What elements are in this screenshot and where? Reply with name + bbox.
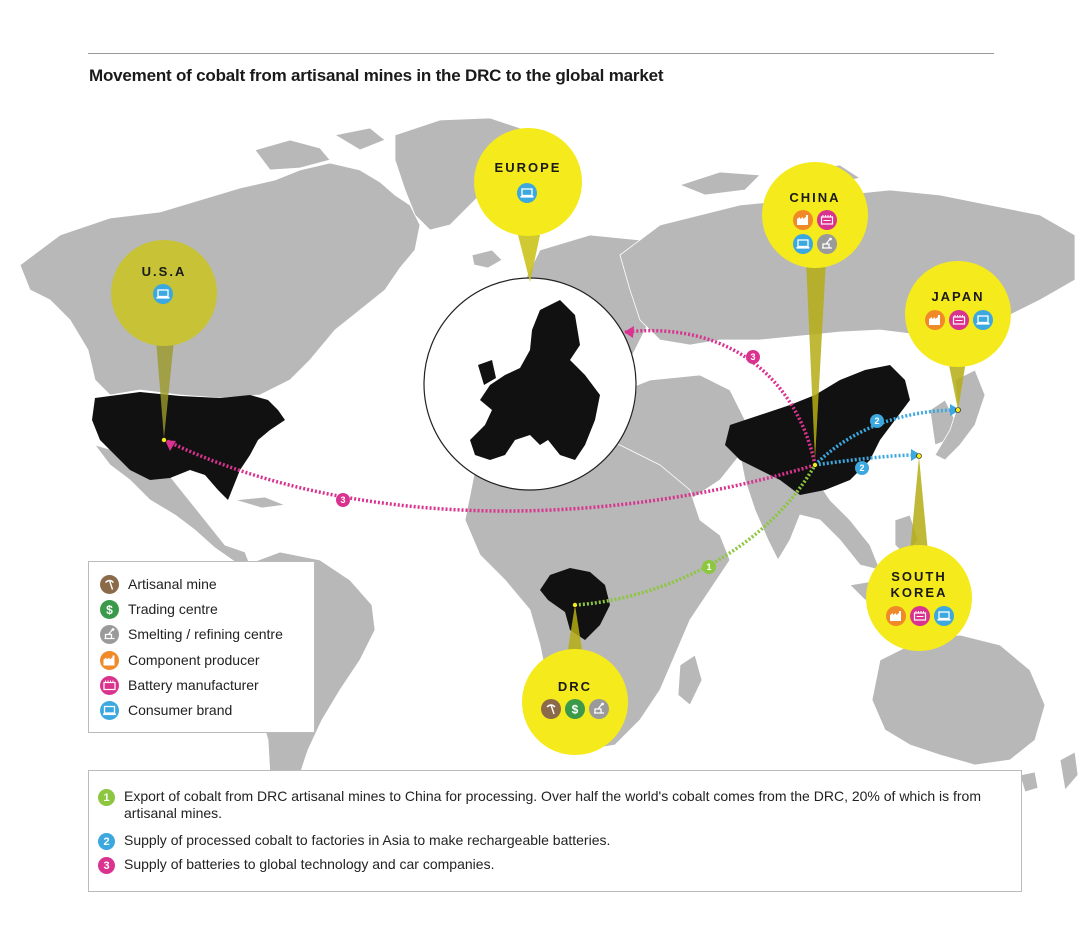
smelter-icon bbox=[100, 624, 119, 644]
europe-label: EUROPE bbox=[495, 160, 562, 175]
top-rule bbox=[88, 53, 994, 54]
legend-item-component-producer: Component producer bbox=[100, 650, 260, 670]
notes-panel: 1 Export of cobalt from DRC artisanal mi… bbox=[88, 770, 1022, 892]
legend-item-artisanal-mine: Artisanal mine bbox=[100, 574, 217, 594]
route-arrowheads bbox=[165, 326, 960, 461]
north-america-north bbox=[19, 162, 421, 399]
legend-item-trading-centre: $ Trading centre bbox=[100, 599, 218, 619]
note-2-text: Supply of processed cobalt to factories … bbox=[124, 832, 611, 848]
svg-text:$: $ bbox=[106, 603, 113, 617]
legend-item-battery-manufacturer: Battery manufacturer bbox=[100, 675, 259, 695]
battery-icon bbox=[100, 675, 119, 695]
bubble-japan: JAPAN bbox=[905, 261, 1011, 410]
australia bbox=[871, 634, 1046, 766]
note-1: 1 Export of cobalt from DRC artisanal mi… bbox=[98, 788, 1014, 822]
note-1-number: 1 bbox=[98, 789, 115, 806]
callout-bubbles: EUROPE U.S.A CHINA JAPAN bbox=[111, 128, 1011, 755]
note-2: 2 Supply of processed cobalt to factorie… bbox=[98, 832, 1014, 850]
svg-text:2: 2 bbox=[874, 416, 879, 426]
route-2a bbox=[813, 408, 958, 467]
dollar-icon: $ bbox=[100, 599, 119, 619]
note-1-text: Export of cobalt from DRC artisanal mine… bbox=[124, 788, 982, 821]
legend: Artisanal mine $ Trading centre Smelting… bbox=[88, 561, 315, 733]
note-3: 3 Supply of batteries to global technolo… bbox=[98, 856, 1014, 874]
south-korea-label-1: SOUTH bbox=[891, 569, 947, 584]
factory-icon bbox=[100, 650, 119, 670]
usa-shape bbox=[92, 392, 285, 500]
land-masses bbox=[19, 117, 1079, 821]
route-step-markers: 1 2 2 3 3 bbox=[336, 350, 884, 574]
note-3-number: 3 bbox=[98, 857, 115, 874]
europe-inset bbox=[423, 277, 637, 491]
drc-label: DRC bbox=[558, 679, 592, 694]
bubble-china: CHINA bbox=[762, 162, 868, 460]
bubble-drc: DRC bbox=[522, 605, 628, 755]
bubble-usa: U.S.A bbox=[111, 240, 217, 438]
pickaxe-icon bbox=[100, 574, 119, 594]
step-1-marker-text: 1 bbox=[706, 562, 711, 572]
page-title: Movement of cobalt from artisanal mines … bbox=[89, 66, 664, 85]
svg-text:3: 3 bbox=[340, 495, 345, 505]
route-3a bbox=[624, 328, 817, 466]
location-dots bbox=[161, 407, 961, 608]
legend-item-consumer-brand: Consumer brand bbox=[100, 700, 232, 720]
svg-text:3: 3 bbox=[750, 352, 755, 362]
china-label: CHINA bbox=[789, 190, 840, 205]
note-2-number: 2 bbox=[98, 833, 115, 850]
legend-item-smelting-centre: Smelting / refining centre bbox=[100, 624, 283, 644]
usa-label: U.S.A bbox=[142, 264, 187, 279]
laptop-icon bbox=[100, 700, 119, 720]
svg-text:2: 2 bbox=[859, 463, 864, 473]
bubble-europe: EUROPE bbox=[474, 128, 582, 282]
south-korea-label-2: KOREA bbox=[891, 585, 948, 600]
note-3-text: Supply of batteries to global technology… bbox=[124, 856, 495, 872]
bubble-south-korea: SOUTH KOREA bbox=[866, 457, 972, 651]
japan-label: JAPAN bbox=[931, 289, 984, 304]
japan-land bbox=[934, 369, 986, 461]
route-3b bbox=[164, 438, 816, 513]
